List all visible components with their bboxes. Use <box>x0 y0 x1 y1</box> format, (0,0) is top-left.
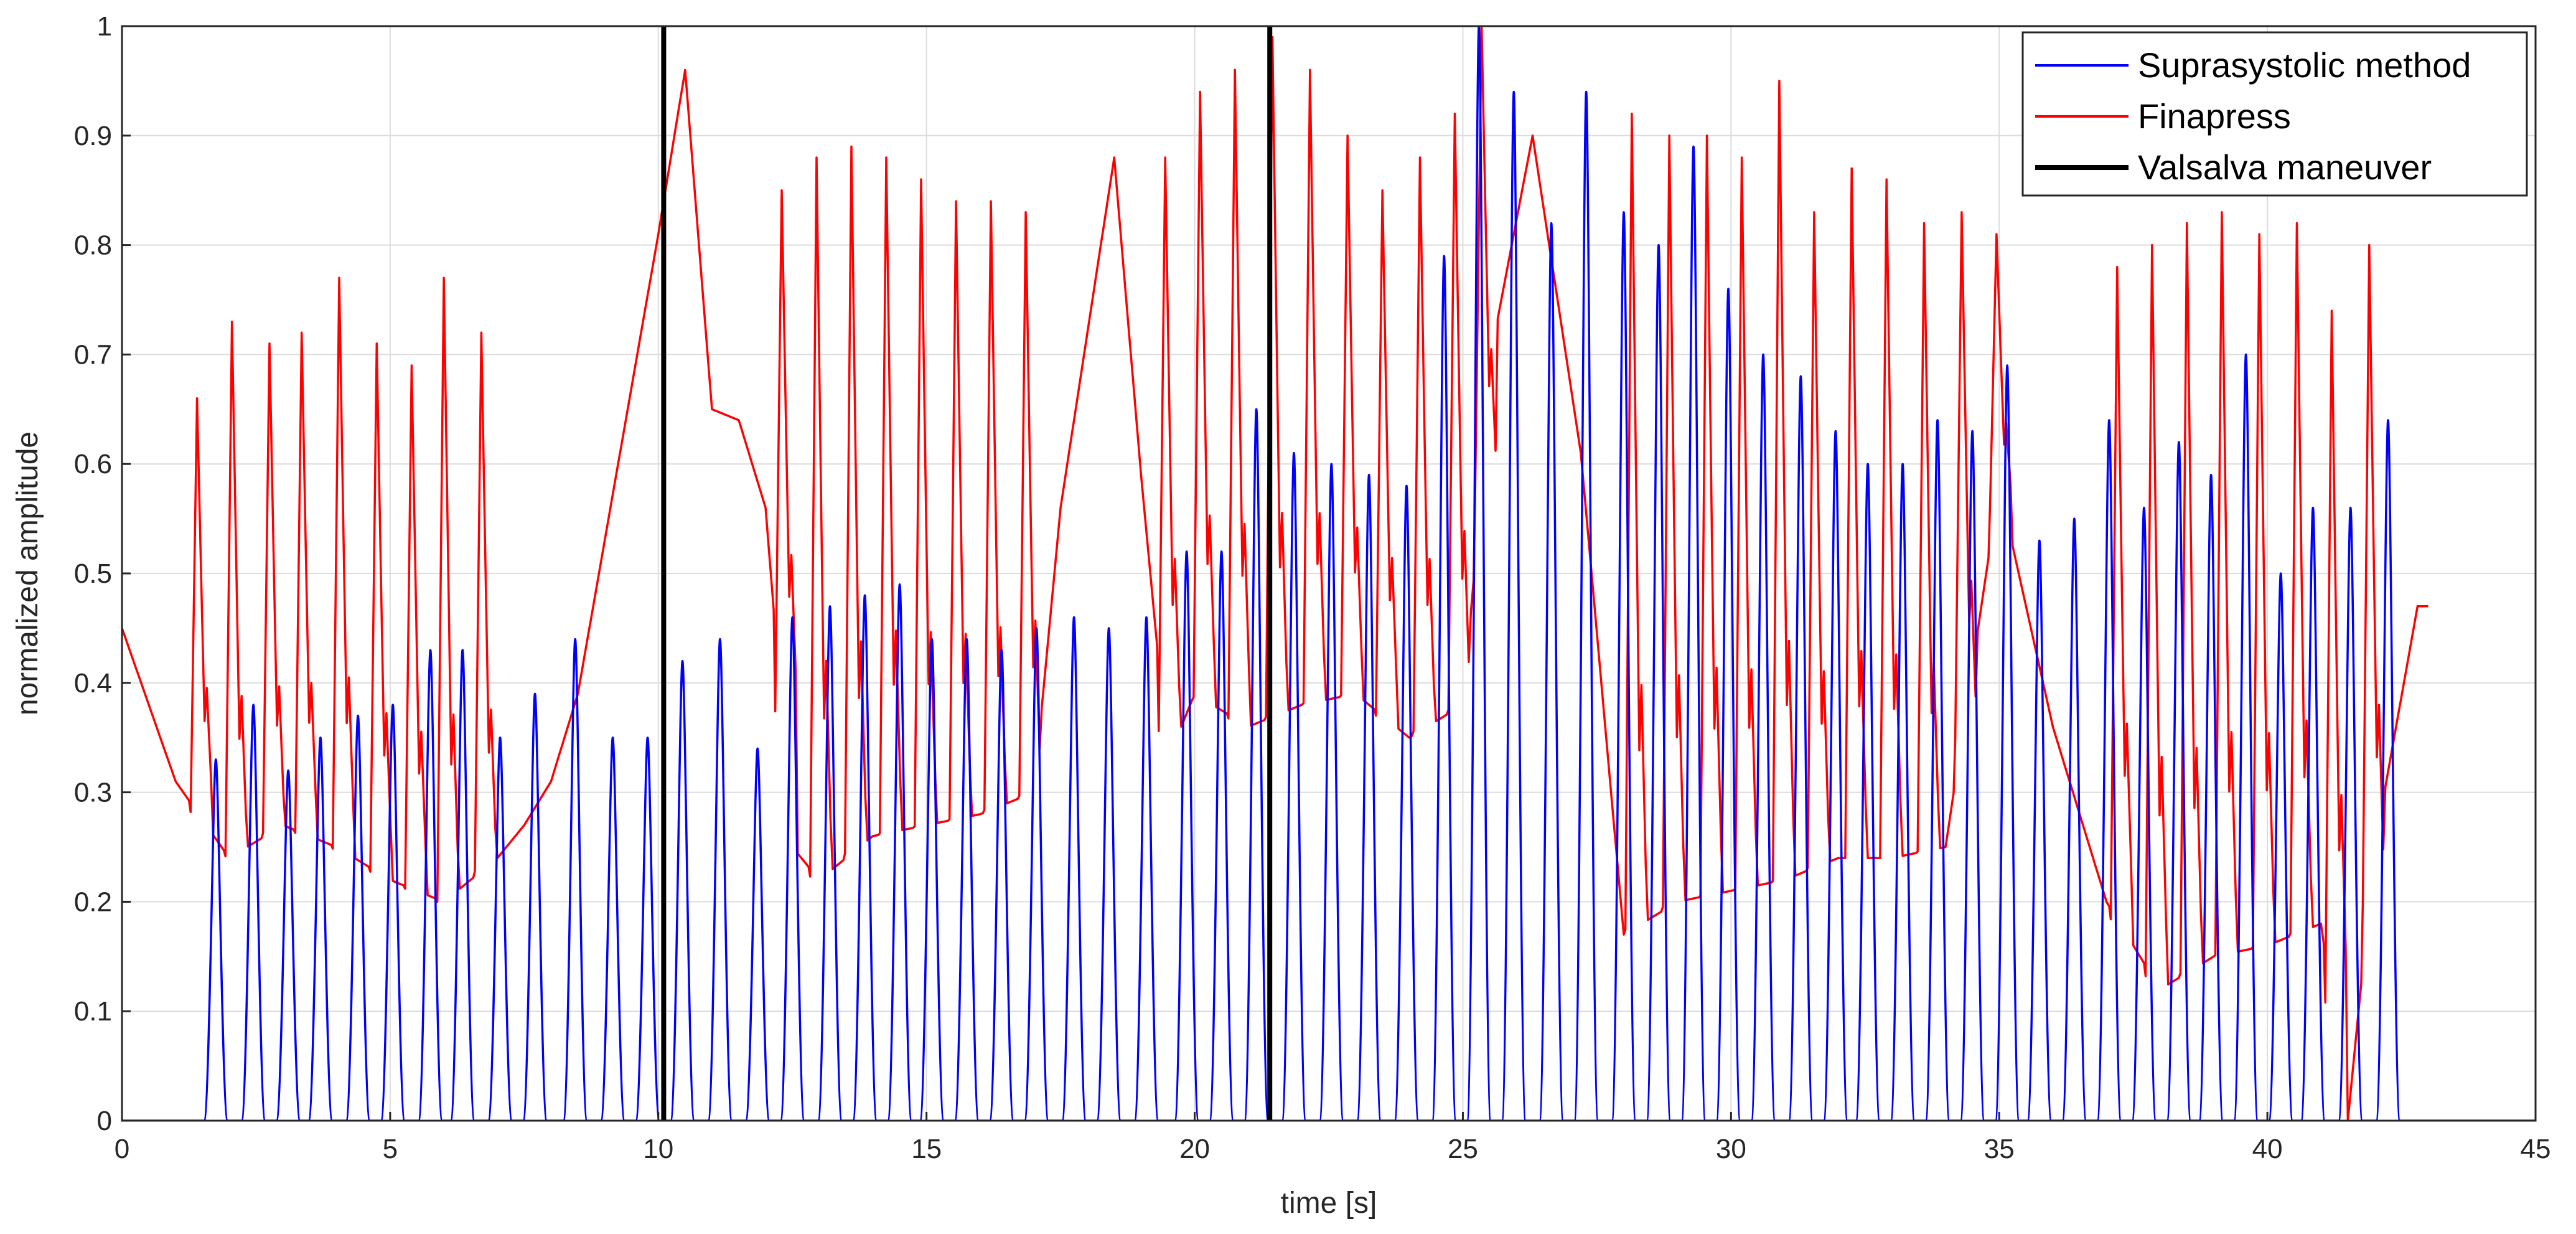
x-axis-ticks: 0 5 10 15 20 25 30 35 40 45 <box>115 1112 2551 1164</box>
legend: Suprasystolic method Finapress Valsalva … <box>2021 31 2528 197</box>
legend-label-suprasystolic: Suprasystolic method <box>2138 45 2471 85</box>
x-tick-label: 25 <box>1448 1134 1478 1164</box>
y-tick-label: 0 <box>97 1106 112 1136</box>
x-tick-label: 20 <box>1179 1134 1210 1164</box>
x-tick-label: 5 <box>383 1134 398 1164</box>
legend-label-valsalva: Valsalva maneuver <box>2138 148 2432 187</box>
y-tick-label: 0.8 <box>74 230 112 261</box>
y-tick-label: 0.6 <box>74 449 112 479</box>
y-tick-label: 0.2 <box>74 887 112 917</box>
y-tick-label: 0.1 <box>74 996 112 1027</box>
x-tick-label: 0 <box>115 1134 129 1164</box>
y-tick-label: 0.7 <box>74 339 112 370</box>
y-tick-label: 0.9 <box>74 121 112 151</box>
x-tick-label: 15 <box>911 1134 942 1164</box>
valsalva-markers <box>661 26 1273 1121</box>
x-tick-label: 30 <box>1716 1134 1746 1164</box>
x-tick-label: 40 <box>2252 1134 2283 1164</box>
x-axis-label: time [s] <box>1281 1187 1377 1220</box>
y-tick-label: 0.5 <box>74 558 112 589</box>
x-tick-label: 10 <box>643 1134 673 1164</box>
y-tick-label: 0.4 <box>74 668 112 699</box>
y-axis-ticks: 0 0.1 0.2 0.3 0.4 0.5 0.6 0.7 0.8 0.9 1 <box>74 11 131 1136</box>
y-tick-label: 1 <box>97 11 112 42</box>
x-tick-label: 35 <box>1984 1134 2015 1164</box>
y-tick-label: 0.3 <box>74 778 112 808</box>
y-axis-label: normalized amplitude <box>11 431 44 715</box>
x-tick-label: 45 <box>2521 1134 2551 1164</box>
legend-label-finapress: Finapress <box>2138 97 2291 136</box>
